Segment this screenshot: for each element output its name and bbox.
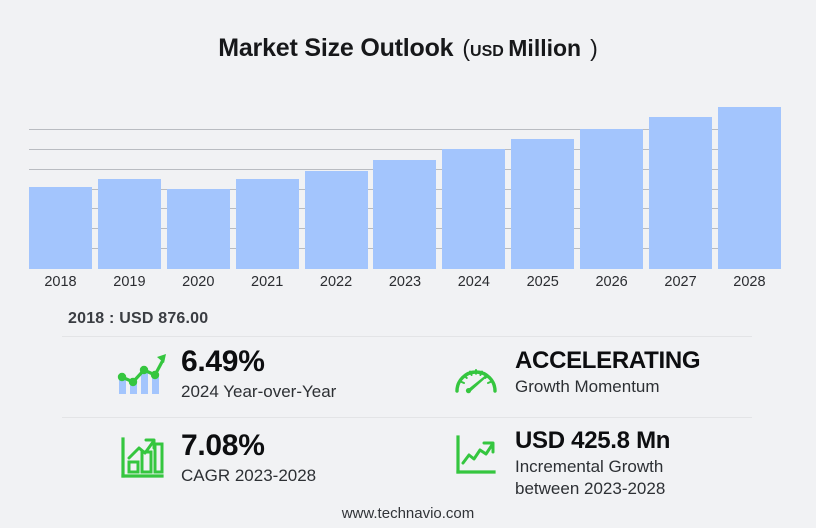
speedometer-icon [447, 348, 505, 404]
chart-bar[interactable] [304, 171, 368, 269]
stat-text-block: 6.49% 2024 Year-over-Year [181, 346, 336, 402]
chart-bar[interactable] [97, 179, 161, 269]
x-axis-label: 2028 [733, 274, 766, 290]
bar-slot [29, 129, 92, 269]
stat-value: 6.49% [181, 345, 265, 378]
bar-slot [717, 107, 781, 269]
bar-slot [511, 129, 575, 269]
stats-grid: 6.49% 2024 Year-over-Year [0, 340, 816, 500]
x-axis-label: 2026 [595, 274, 628, 290]
chart-bar[interactable] [511, 139, 575, 269]
base-year-value: 2018 : USD 876.00 [68, 310, 209, 327]
chart-bar[interactable] [580, 129, 644, 269]
bar-slot [580, 129, 644, 269]
chart-bar[interactable] [29, 187, 92, 269]
x-axis-label: 2025 [526, 274, 559, 290]
bar-chart-trend-up-icon [113, 346, 171, 402]
title-paren-open: ( [462, 35, 471, 61]
stat-value: USD 425.8 Mn [515, 427, 671, 454]
line-chart-arrow-icon [447, 428, 505, 484]
bar-slot [373, 129, 437, 269]
stat-value: ACCELERATING [515, 347, 701, 374]
stat-cagr: 7.08% CAGR 2023-2028 [113, 430, 316, 486]
gridline [29, 129, 781, 130]
stat-incremental-growth: USD 425.8 Mn Incremental Growth between … [447, 428, 670, 499]
x-axis-label: 2021 [251, 274, 284, 290]
page-title: Market Size Outlook (USD Million) [0, 34, 816, 63]
separator-top [62, 336, 752, 337]
x-axis-label: 2027 [664, 274, 697, 290]
footer-url: www.technavio.com [341, 505, 475, 522]
x-axis-label: 2022 [319, 274, 353, 290]
bar-slot [442, 129, 506, 269]
stat-text-block: ACCELERATING Growth Momentum [515, 347, 701, 398]
bar-chart [29, 107, 781, 269]
stat-caption: 2024 Year-over-Year [181, 381, 337, 401]
title-paren-close: ) [590, 35, 598, 61]
x-axis-label: 2020 [182, 274, 215, 290]
stat-caption: Growth Momentum [515, 377, 660, 397]
bar-slot [97, 129, 161, 269]
stat-caption-line2: between 2023-2028 [515, 478, 666, 498]
gridline [29, 149, 781, 150]
stat-growth-momentum: ACCELERATING Growth Momentum [447, 347, 701, 404]
chart-bar[interactable] [166, 189, 230, 269]
bar-chart-outline-arrow-icon [113, 430, 171, 486]
title-currency: USD [470, 43, 504, 60]
chart-bar[interactable] [373, 160, 437, 269]
stat-yoy-growth: 6.49% 2024 Year-over-Year [113, 346, 336, 402]
x-axis-label: 2019 [113, 274, 146, 290]
separator-middle [62, 417, 752, 418]
stat-caption: CAGR 2023-2028 [181, 465, 317, 485]
chart-bar[interactable] [717, 107, 781, 269]
stat-value: 7.08% [181, 429, 265, 462]
bar-slot [649, 117, 713, 269]
title-unit: Million [508, 35, 582, 61]
stat-text-block: 7.08% CAGR 2023-2028 [181, 430, 316, 486]
title-main-text: Market Size Outlook [218, 34, 454, 62]
chart-bars [29, 107, 781, 269]
x-axis-label: 2018 [44, 274, 77, 290]
stat-caption: Incremental Growth [515, 457, 664, 477]
chart-x-axis-labels: 2018 2019 2020 2021 2022 2023 2024 2025 2026 2027… [29, 274, 781, 290]
chart-bar[interactable] [235, 179, 299, 269]
bar-slot [304, 129, 368, 269]
chart-bar[interactable] [649, 117, 713, 269]
stat-text-block: USD 425.8 Mn Incremental Growth between … [515, 428, 670, 499]
bar-slot [235, 129, 299, 269]
bar-slot [166, 129, 230, 269]
x-axis-label: 2024 [457, 274, 490, 290]
x-axis-label: 2023 [388, 274, 422, 290]
chart-bar[interactable] [442, 149, 506, 269]
